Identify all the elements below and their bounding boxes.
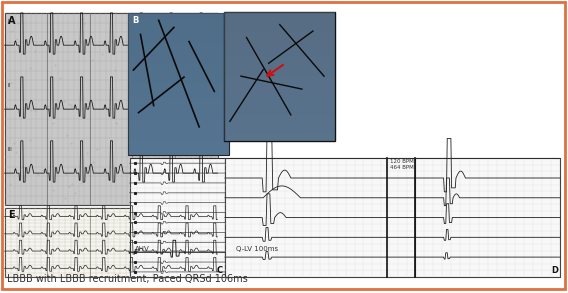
Bar bbox=[224, 102, 335, 108]
Bar bbox=[5, 208, 218, 277]
Bar bbox=[224, 76, 335, 83]
Bar bbox=[128, 120, 229, 127]
Bar bbox=[224, 115, 335, 121]
Bar bbox=[224, 18, 335, 25]
Bar bbox=[224, 128, 335, 134]
Bar bbox=[5, 13, 218, 205]
Bar bbox=[128, 148, 229, 155]
Bar bbox=[224, 25, 335, 31]
Bar bbox=[224, 44, 335, 50]
Bar bbox=[128, 91, 229, 98]
Bar bbox=[224, 121, 335, 128]
Bar bbox=[415, 158, 560, 277]
Text: B: B bbox=[132, 16, 138, 25]
Bar bbox=[224, 70, 335, 76]
Text: Q-LV 100ms: Q-LV 100ms bbox=[236, 246, 278, 252]
Text: II: II bbox=[7, 83, 11, 88]
Bar bbox=[224, 134, 335, 141]
Bar bbox=[128, 70, 229, 77]
Text: D: D bbox=[552, 266, 558, 275]
Bar bbox=[128, 113, 229, 120]
Bar bbox=[130, 158, 225, 277]
Bar bbox=[224, 50, 335, 57]
Bar bbox=[128, 27, 229, 35]
Bar bbox=[224, 12, 335, 141]
Bar bbox=[224, 96, 335, 102]
Bar bbox=[128, 77, 229, 84]
Bar bbox=[128, 63, 229, 70]
Text: I: I bbox=[7, 19, 9, 24]
Bar bbox=[224, 89, 335, 96]
Bar bbox=[128, 49, 229, 56]
Bar bbox=[128, 134, 229, 141]
Bar bbox=[225, 158, 415, 277]
Text: E: E bbox=[8, 210, 15, 220]
Text: LBBB with LBBB recruitment, Paced QRSd 106ms: LBBB with LBBB recruitment, Paced QRSd 1… bbox=[7, 274, 248, 284]
Bar bbox=[128, 84, 229, 91]
Bar bbox=[128, 105, 229, 113]
Bar bbox=[128, 56, 229, 63]
Bar bbox=[128, 13, 229, 155]
Bar bbox=[128, 35, 229, 42]
Bar bbox=[224, 83, 335, 89]
Text: C: C bbox=[217, 266, 223, 275]
Bar bbox=[128, 42, 229, 49]
Bar bbox=[128, 20, 229, 28]
Bar bbox=[224, 108, 335, 115]
Text: 120 BPM
464 BPM: 120 BPM 464 BPM bbox=[390, 159, 414, 170]
Bar bbox=[224, 38, 335, 44]
Text: III: III bbox=[7, 147, 12, 152]
Bar bbox=[128, 13, 229, 20]
Bar bbox=[224, 12, 335, 18]
Bar bbox=[128, 98, 229, 105]
Text: AHV: AHV bbox=[135, 246, 150, 252]
Bar bbox=[128, 141, 229, 148]
Text: A: A bbox=[8, 16, 15, 25]
Bar bbox=[224, 57, 335, 63]
Bar bbox=[224, 31, 335, 38]
Bar bbox=[224, 63, 335, 70]
Bar bbox=[128, 127, 229, 134]
